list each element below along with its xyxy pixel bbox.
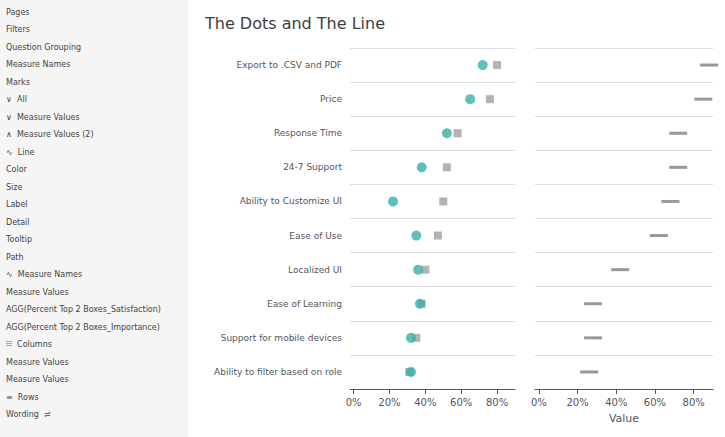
- svg-text:0%: 0%: [346, 397, 362, 408]
- svg-text:∿ Measure Names: ∿ Measure Names: [6, 270, 82, 279]
- svg-text:Measure Names: Measure Names: [6, 60, 70, 69]
- svg-text:Detail: Detail: [6, 218, 30, 227]
- svg-text:Price: Price: [320, 94, 342, 104]
- svg-text:Localized UI: Localized UI: [288, 265, 342, 275]
- svg-text:20%: 20%: [566, 397, 588, 408]
- svg-text:∧ Measure Values (2): ∧ Measure Values (2): [6, 130, 94, 139]
- svg-text:Path: Path: [6, 253, 24, 262]
- svg-text:20%: 20%: [378, 397, 400, 408]
- svg-text:⫶⫶⫶ Columns: ⫶⫶⫶ Columns: [6, 340, 52, 349]
- svg-text:Ease of Use: Ease of Use: [289, 231, 342, 241]
- svg-text:Ease of Learning: Ease of Learning: [267, 299, 342, 309]
- svg-text:Wording ≓: Wording ≓: [6, 410, 51, 419]
- svg-text:0%: 0%: [531, 397, 547, 408]
- svg-text:Color: Color: [6, 165, 28, 174]
- svg-text:Pages: Pages: [6, 8, 30, 17]
- svg-text:24-7 Support: 24-7 Support: [283, 162, 342, 172]
- svg-text:Response Time: Response Time: [274, 128, 343, 138]
- svg-text:∨ All: ∨ All: [6, 95, 27, 104]
- svg-text:40%: 40%: [605, 397, 627, 408]
- svg-text:Marks: Marks: [6, 78, 30, 87]
- svg-text:AGG(Percent Top 2 Boxes_Import: AGG(Percent Top 2 Boxes_Importance): [6, 323, 160, 332]
- svg-text:Label: Label: [6, 200, 28, 209]
- svg-text:Value: Value: [609, 412, 639, 425]
- svg-text:Question Grouping: Question Grouping: [6, 43, 81, 52]
- svg-text:AGG(Percent Top 2 Boxes_Satisf: AGG(Percent Top 2 Boxes_Satisfaction): [6, 305, 161, 314]
- svg-text:Support for mobile devices: Support for mobile devices: [221, 333, 343, 343]
- svg-text:60%: 60%: [644, 397, 666, 408]
- svg-text:Size: Size: [6, 183, 23, 192]
- svg-text:80%: 80%: [683, 397, 705, 408]
- svg-text:Filters: Filters: [6, 25, 30, 34]
- svg-text:The Dots and The Line: The Dots and The Line: [204, 14, 385, 33]
- svg-text:∨ Measure Values: ∨ Measure Values: [6, 113, 80, 122]
- svg-text:≡ Rows: ≡ Rows: [6, 393, 39, 402]
- svg-text:Tooltip: Tooltip: [5, 235, 32, 244]
- svg-text:60%: 60%: [450, 397, 472, 408]
- svg-text:Measure Values: Measure Values: [6, 375, 69, 384]
- svg-text:Measure Values: Measure Values: [6, 358, 69, 367]
- svg-text:Ability to Customize UI: Ability to Customize UI: [240, 196, 342, 206]
- svg-text:Ability to filter based on rol: Ability to filter based on role: [214, 367, 342, 377]
- svg-text:80%: 80%: [486, 397, 508, 408]
- svg-text:∿ Line: ∿ Line: [6, 148, 35, 157]
- svg-text:40%: 40%: [414, 397, 436, 408]
- svg-text:Measure Values: Measure Values: [6, 288, 69, 297]
- svg-text:Export to .CSV and PDF: Export to .CSV and PDF: [237, 60, 342, 70]
